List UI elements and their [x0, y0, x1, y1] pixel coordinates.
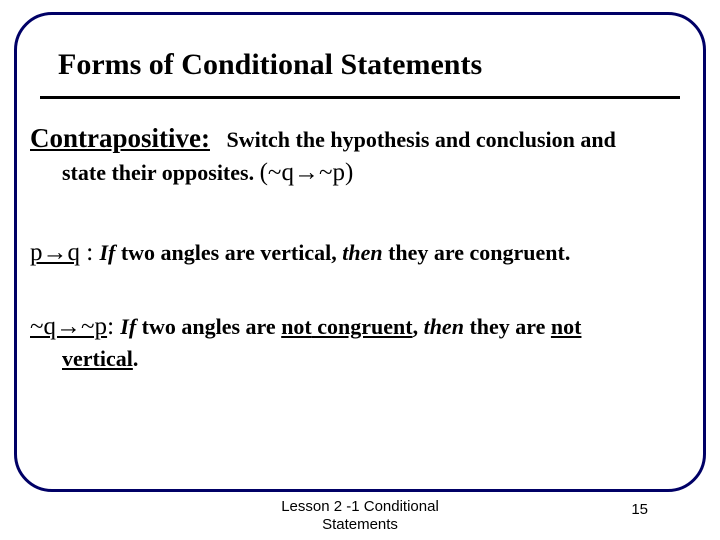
slide-content: Forms of Conditional Statements Contrapo… [0, 0, 720, 540]
definition-line1: Switch the hypothesis and conclusion and [226, 127, 615, 152]
ex1-if: If [99, 240, 120, 265]
ex2-comma: , [413, 314, 424, 339]
ex2-period: . [133, 346, 139, 371]
notq-notp-symbol: ~q→~p [30, 313, 107, 340]
ex2-text-b: congruent [312, 314, 413, 339]
ex2-text-d: they are [464, 314, 551, 339]
footer-lesson-title: Lesson 2 -1 Conditional Statements [0, 498, 720, 534]
definition-block: Contrapositive: Switch the hypothesis an… [30, 120, 690, 190]
definition-line2: state their opposites. [62, 160, 254, 185]
ex2-text-a: two angles are [142, 314, 282, 339]
ex2-not2: not [551, 314, 582, 339]
contrapositive-formula: (~q→~p) [260, 159, 354, 186]
ex2-if: If [120, 314, 141, 339]
term-contrapositive: Contrapositive: [30, 123, 210, 153]
title-underline [40, 96, 680, 99]
ex1-then: then [342, 240, 382, 265]
ex2-then: then [424, 314, 464, 339]
ex2-not1: not [281, 314, 312, 339]
footer-line2: Statements [322, 516, 398, 533]
example-contrapositive: ~q→~p: If two angles are not congruent, … [30, 310, 690, 373]
ex2-vertical: vertical [62, 346, 133, 371]
example-original: p→q : If two angles are vertical, then t… [30, 236, 690, 270]
pq-colon: : [80, 239, 99, 266]
ex1-conclusion: they are congruent. [383, 240, 571, 265]
notq-notp-colon: : [107, 313, 120, 340]
footer-line1: Lesson 2 -1 Conditional [281, 498, 439, 515]
page-number: 15 [631, 501, 648, 518]
ex1-hypothesis: two angles are vertical, [121, 240, 342, 265]
pq-symbol: p→q [30, 239, 80, 266]
slide-title: Forms of Conditional Statements [58, 48, 482, 82]
